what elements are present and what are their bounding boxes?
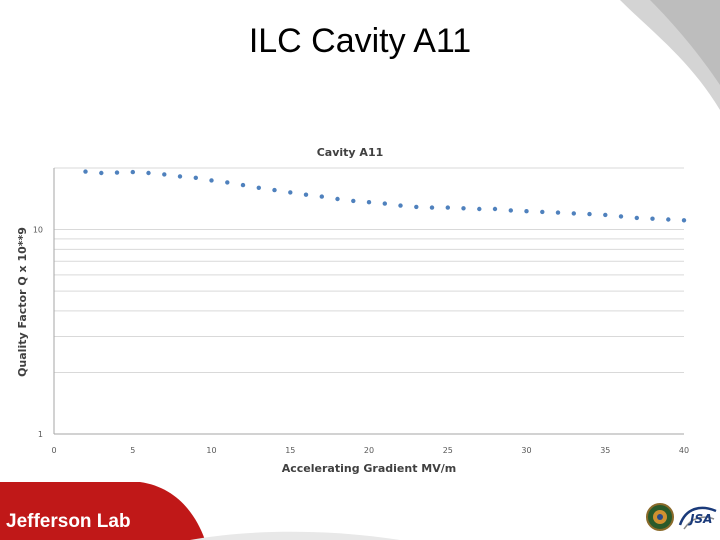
- data-point: [83, 169, 88, 174]
- data-point: [398, 203, 403, 208]
- data-point: [303, 192, 309, 197]
- data-point: [571, 211, 576, 216]
- x-tick-label: 15: [285, 446, 295, 455]
- chart-title: Cavity A11: [317, 146, 384, 159]
- data-point: [193, 175, 198, 180]
- data-point: [666, 217, 671, 222]
- data-point: [587, 211, 592, 217]
- partner-seal-icon: [646, 503, 674, 531]
- data-point: [681, 218, 687, 223]
- data-point: [650, 216, 655, 221]
- data-point: [540, 209, 545, 215]
- data-point: [555, 210, 561, 215]
- data-point: [492, 206, 498, 212]
- data-point: [429, 205, 435, 210]
- data-point: [177, 174, 183, 179]
- footer-band: [0, 482, 400, 540]
- gridlines: [54, 167, 684, 435]
- data-point: [319, 194, 324, 199]
- y-axis-label: Quality Factor Q x 10**9: [16, 227, 29, 377]
- x-axis-label: Accelerating Gradient MV/m: [282, 462, 457, 475]
- data-point: [461, 206, 466, 211]
- data-point: [335, 196, 340, 202]
- data-point: [366, 200, 372, 205]
- jefferson-lab-logo: Jefferson Lab: [6, 511, 131, 532]
- jsa-logo-text: JSA: [688, 512, 712, 526]
- x-tick-label: 20: [364, 446, 374, 455]
- corner-decoration: [620, 0, 720, 110]
- data-point: [445, 205, 450, 210]
- data-point: [288, 190, 293, 195]
- data-point: [414, 204, 419, 210]
- x-tick-label: 25: [443, 446, 453, 455]
- data-point: [162, 172, 167, 177]
- chart: Cavity A11 0 5 10 15 20 25 30 35 40 1 10 Accelerat…: [16, 146, 689, 475]
- data-point: [225, 180, 230, 185]
- x-tick-label: 5: [130, 446, 135, 455]
- x-tick-label: 0: [51, 446, 56, 455]
- data-point: [130, 169, 135, 175]
- data-point: [272, 187, 277, 193]
- data-point: [256, 185, 261, 190]
- data-point: [209, 178, 214, 183]
- axes: [53, 168, 684, 435]
- data-point: [477, 206, 482, 212]
- x-tick-label: 30: [521, 446, 531, 455]
- x-tick-label: 10: [206, 446, 216, 455]
- slide-title: ILC Cavity A11: [248, 22, 472, 60]
- data-point: [524, 209, 529, 214]
- y-tick-label: 1: [38, 430, 43, 439]
- jsa-logo: JSA: [678, 506, 717, 530]
- data-point: [351, 198, 356, 204]
- data-point: [634, 215, 639, 221]
- data-point: [508, 208, 513, 213]
- y-tick-label: 10: [33, 226, 43, 235]
- data-point: [382, 201, 387, 206]
- data-point: [603, 212, 608, 218]
- data-point: [618, 214, 624, 219]
- x-tick-label: 35: [600, 446, 610, 455]
- x-tick-label: 40: [679, 446, 689, 455]
- data-point: [146, 170, 151, 176]
- data-points: [83, 169, 687, 223]
- data-point: [114, 170, 120, 175]
- data-point: [99, 170, 104, 176]
- tick-labels: 0 5 10 15 20 25 30 35 40 1 10: [33, 226, 689, 456]
- data-point: [240, 182, 246, 188]
